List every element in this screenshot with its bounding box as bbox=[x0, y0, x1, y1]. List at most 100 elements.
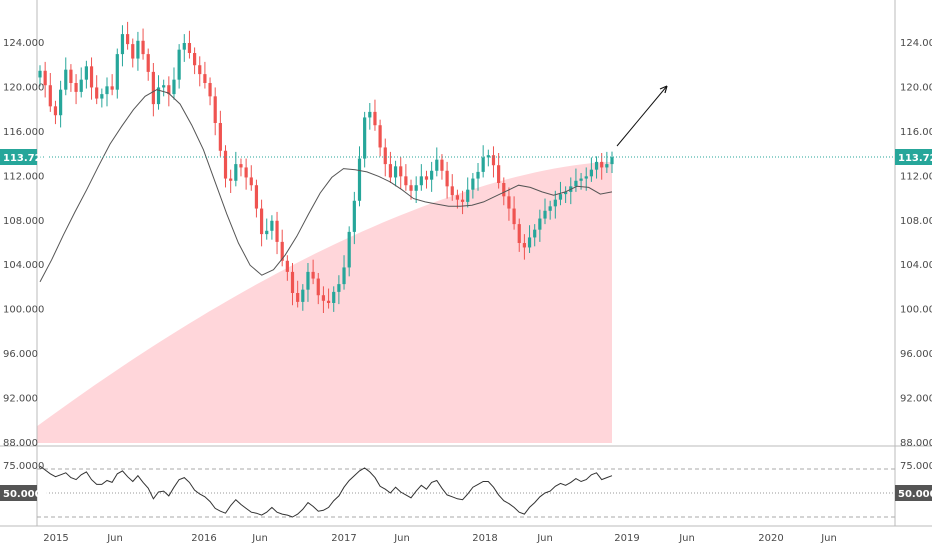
candle-body bbox=[497, 165, 501, 183]
candle-body bbox=[414, 185, 418, 191]
candle-body bbox=[419, 176, 423, 186]
candle-body bbox=[177, 49, 181, 80]
candle-body bbox=[589, 169, 593, 177]
candle-body bbox=[486, 155, 490, 158]
time-tick: Jun bbox=[820, 533, 837, 544]
rsi-badge-right bbox=[895, 485, 932, 501]
candles bbox=[38, 21, 614, 313]
candle-body bbox=[69, 69, 73, 83]
candle-body bbox=[538, 218, 542, 230]
candle-body bbox=[234, 164, 238, 181]
candle-body bbox=[363, 117, 367, 159]
price-tick-right: 100.000 bbox=[900, 305, 932, 316]
price-axis-left[interactable]: 124.000 120.000 116.000 112.000 108.000 104.0… bbox=[3, 38, 44, 449]
candle-body bbox=[357, 158, 362, 201]
price-tick-left: 124.000 bbox=[3, 38, 44, 49]
candle-body bbox=[491, 155, 496, 166]
rsi-line bbox=[39, 465, 613, 518]
candle-body bbox=[156, 87, 161, 105]
candle-body bbox=[481, 157, 485, 172]
price-tick-left: 100.000 bbox=[3, 305, 44, 316]
candle-body bbox=[151, 71, 155, 105]
price-tick-left: 116.000 bbox=[3, 127, 44, 138]
candle-body bbox=[244, 167, 248, 178]
time-axis[interactable]: 2015 Jun 2016 Jun 2017 Jun 2018 Jun 2019 Jun 2020 J… bbox=[43, 533, 837, 544]
rsi-badge-right-label: 50.0000 bbox=[898, 489, 932, 500]
last-price-badge-left: 113.722 bbox=[0, 149, 49, 165]
candle-body bbox=[553, 199, 557, 207]
time-tick: Jun bbox=[393, 533, 410, 544]
price-tick-right: 88.000 bbox=[900, 438, 932, 449]
candle-body bbox=[527, 237, 532, 248]
time-tick: 2019 bbox=[614, 533, 639, 544]
price-tick-right: 104.000 bbox=[900, 260, 932, 271]
price-tick-right: 108.000 bbox=[900, 216, 932, 227]
candle-body bbox=[393, 166, 398, 178]
candle-body bbox=[64, 69, 68, 90]
candle-body bbox=[368, 111, 372, 118]
candle-body bbox=[167, 85, 171, 95]
candle-body bbox=[594, 161, 599, 170]
candle-body bbox=[100, 94, 104, 99]
last-price-label-right: 113.722 bbox=[898, 153, 932, 164]
candle-body bbox=[388, 164, 393, 178]
candle-body bbox=[198, 65, 202, 75]
candle-body bbox=[229, 178, 233, 181]
time-tick: Jun bbox=[251, 533, 268, 544]
price-tick-left: 96.000 bbox=[3, 349, 38, 360]
candle-body bbox=[311, 271, 315, 279]
candle-body bbox=[38, 70, 42, 78]
candle-body bbox=[79, 79, 83, 92]
rsi-tick-right-75: 75.0000 bbox=[900, 461, 932, 472]
candle-body bbox=[254, 185, 259, 209]
candle-body bbox=[105, 86, 109, 95]
price-tick-right: 120.000 bbox=[900, 82, 932, 93]
candle-body bbox=[301, 289, 305, 302]
candle-body bbox=[352, 200, 356, 232]
time-tick: 2018 bbox=[472, 533, 497, 544]
rsi-badge-left bbox=[0, 485, 37, 501]
candle-body bbox=[115, 54, 119, 90]
candle-body bbox=[259, 208, 264, 235]
candle-body bbox=[460, 199, 465, 202]
rsi-pane: 75.0000 75.0000 50.0000 50.0000 bbox=[0, 461, 932, 518]
candle-body bbox=[316, 278, 320, 296]
candle-body bbox=[533, 229, 537, 238]
candle-body bbox=[74, 83, 78, 92]
time-tick: 2015 bbox=[43, 533, 68, 544]
candle-body bbox=[131, 44, 135, 59]
candle-body bbox=[342, 267, 346, 285]
candle-body bbox=[275, 220, 279, 242]
trend-arrow-line bbox=[616, 85, 668, 147]
candle-body bbox=[502, 183, 506, 197]
price-tick-left: 120.000 bbox=[3, 82, 44, 93]
candle-body bbox=[430, 170, 434, 180]
time-tick: 2017 bbox=[331, 533, 356, 544]
candle-body bbox=[265, 230, 269, 235]
candle-body bbox=[600, 161, 604, 168]
candle-body bbox=[270, 220, 274, 231]
candle-body bbox=[84, 66, 88, 80]
time-tick: Jun bbox=[678, 533, 695, 544]
candle-body bbox=[182, 43, 186, 50]
candle-body bbox=[249, 177, 253, 186]
candle-body bbox=[517, 224, 521, 243]
candle-body bbox=[203, 74, 207, 83]
price-pane bbox=[37, 21, 895, 443]
price-axis-right[interactable]: 124.000 120.000 116.000 112.000 108.000 104.0… bbox=[900, 38, 932, 449]
candle-body bbox=[610, 157, 614, 165]
candle-body bbox=[543, 210, 547, 219]
candle-body bbox=[548, 206, 552, 211]
candle-body bbox=[223, 150, 228, 179]
candle-body bbox=[126, 34, 130, 45]
candle-body bbox=[337, 284, 341, 292]
last-price-badge-right: 113.722 bbox=[895, 149, 932, 165]
candle-body bbox=[146, 54, 150, 72]
candle-body bbox=[239, 164, 243, 168]
candle-body bbox=[89, 66, 94, 88]
price-tick-left: 108.000 bbox=[3, 216, 44, 227]
rsi-badge-left-label: 50.0000 bbox=[3, 489, 49, 500]
candle-body bbox=[290, 271, 295, 293]
candle-body bbox=[564, 191, 568, 195]
